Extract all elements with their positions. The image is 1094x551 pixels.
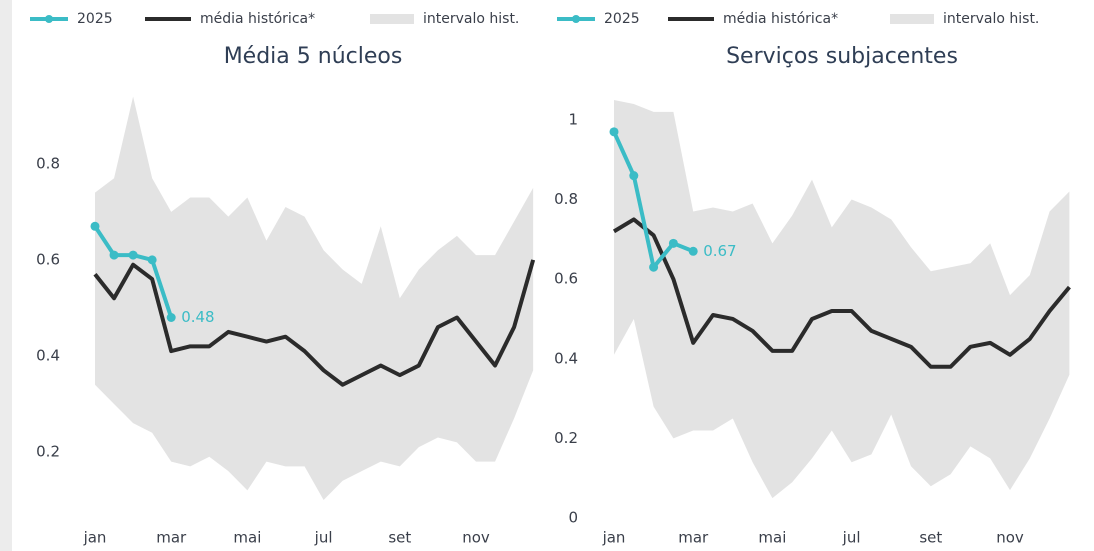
point-2025 — [649, 262, 659, 272]
x-tick-label: set — [388, 529, 411, 547]
y-tick-label: 0 — [568, 509, 578, 527]
x-tick-label: mai — [758, 529, 786, 547]
y-tick-label: 0.8 — [554, 190, 578, 208]
y-tick-label: 0.6 — [36, 250, 60, 268]
point-2025 — [609, 127, 619, 137]
y-tick-label: 0.2 — [36, 442, 60, 460]
chart-title: Serviços subjacentes — [726, 44, 958, 69]
x-tick-label: nov — [996, 529, 1024, 547]
legend-label: 2025 — [77, 11, 113, 27]
value-label: 0.48 — [181, 308, 214, 326]
point-2025 — [128, 250, 138, 260]
interval-band — [614, 99, 1070, 499]
legend-label: intervalo hist. — [423, 11, 519, 27]
point-2025 — [668, 238, 678, 248]
legend-marker — [572, 15, 580, 23]
point-2025 — [147, 255, 157, 265]
legend-label: média histórica* — [723, 11, 838, 27]
legend-label: média histórica* — [200, 11, 315, 27]
legend-label: 2025 — [604, 11, 640, 27]
y-tick-label: 0.4 — [554, 349, 578, 367]
x-tick-label: mar — [156, 529, 187, 547]
y-tick-label: 0.2 — [554, 429, 578, 447]
value-label: 0.67 — [703, 242, 736, 260]
line-mean — [93, 259, 536, 387]
x-tick-label: nov — [462, 529, 490, 547]
legend-label: intervalo hist. — [943, 11, 1039, 27]
y-tick-label: 0.6 — [554, 270, 578, 288]
point-2025 — [109, 250, 119, 260]
point-2025 — [629, 171, 639, 181]
y-tick-label: 1 — [568, 110, 578, 128]
x-tick-label: jan — [602, 529, 626, 547]
legend-swatch — [890, 14, 934, 24]
point-2025 — [90, 221, 100, 231]
x-tick-label: jul — [842, 529, 861, 547]
line-mean — [612, 217, 1071, 369]
x-tick-label: mai — [233, 529, 261, 547]
y-tick-label: 0.8 — [36, 154, 60, 172]
x-tick-label: jul — [314, 529, 333, 547]
interval-band — [95, 96, 534, 500]
point-2025 — [166, 313, 176, 323]
x-tick-label: set — [919, 529, 942, 547]
x-tick-label: jan — [83, 529, 107, 547]
y-tick-label: 0.4 — [36, 346, 60, 364]
legend-marker — [45, 15, 53, 23]
point-2025 — [688, 246, 698, 256]
x-tick-label: mar — [678, 529, 709, 547]
chart-title: Média 5 núcleos — [224, 44, 403, 69]
legend-swatch — [370, 14, 414, 24]
